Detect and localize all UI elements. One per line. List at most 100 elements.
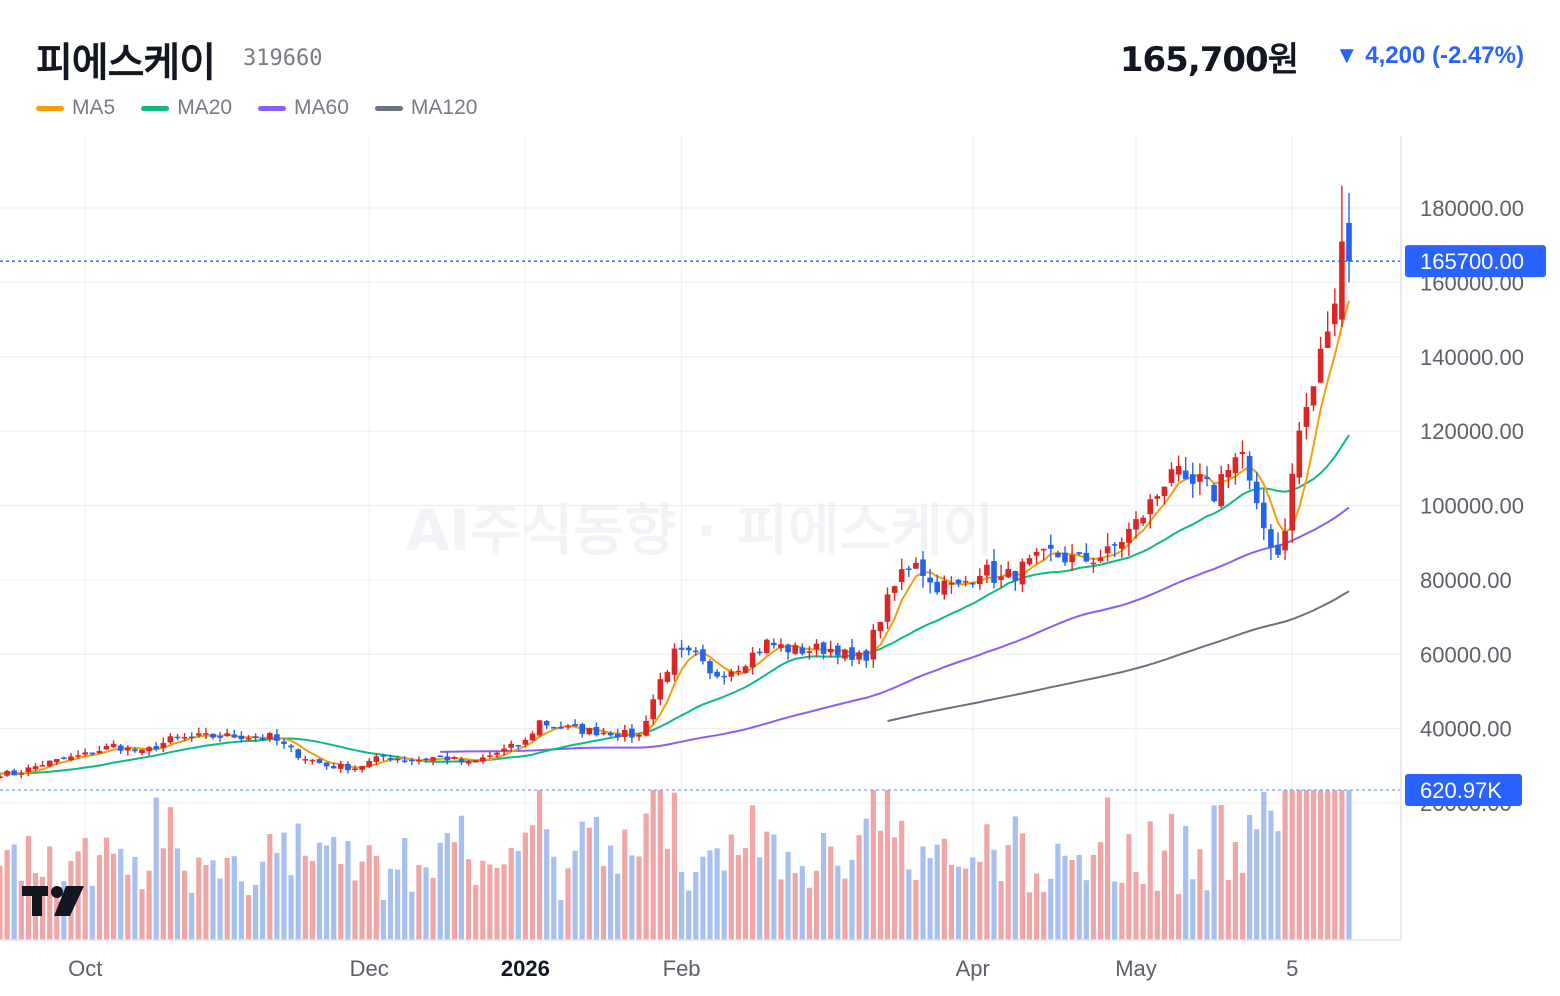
candle-body bbox=[756, 651, 763, 654]
candle bbox=[167, 733, 174, 745]
price-tick-label: 120000.00 bbox=[1420, 419, 1524, 444]
candle-body bbox=[139, 749, 145, 754]
volume-bar bbox=[1126, 834, 1132, 940]
legend-item-ma120[interactable]: MA120 bbox=[374, 96, 478, 120]
volume-bar bbox=[331, 837, 337, 940]
candle bbox=[799, 643, 806, 656]
candle-body bbox=[735, 670, 742, 673]
candle bbox=[1062, 546, 1068, 566]
candle bbox=[1253, 472, 1260, 510]
volume-bar bbox=[558, 900, 564, 940]
price-tick-label: 60000.00 bbox=[1420, 642, 1512, 667]
candle bbox=[1147, 494, 1153, 529]
volume-bar bbox=[1019, 833, 1025, 940]
candle-body bbox=[125, 747, 131, 751]
logo-dot bbox=[51, 886, 63, 898]
volume-bar bbox=[430, 877, 436, 940]
candle-body bbox=[941, 580, 948, 595]
volume-bar bbox=[352, 880, 358, 940]
candle bbox=[962, 576, 969, 587]
candle-body bbox=[586, 728, 593, 735]
candle-body bbox=[501, 748, 507, 752]
volume-bar bbox=[579, 821, 585, 940]
candle bbox=[508, 740, 514, 752]
volume-bar bbox=[1012, 816, 1018, 940]
volume-bar bbox=[537, 790, 543, 940]
candle bbox=[1069, 544, 1075, 572]
volume-bar bbox=[799, 865, 805, 940]
candle bbox=[75, 750, 81, 759]
candle-body bbox=[274, 734, 280, 741]
volume-bar bbox=[4, 849, 10, 940]
candle bbox=[1324, 311, 1331, 349]
legend-item-ma60[interactable]: MA60 bbox=[258, 96, 349, 120]
candle-body bbox=[401, 760, 408, 762]
candle-body bbox=[969, 583, 976, 585]
volume-bar bbox=[387, 868, 394, 940]
candle bbox=[0, 774, 3, 779]
candle-body bbox=[32, 766, 39, 770]
legend-item-ma20[interactable]: MA20 bbox=[141, 96, 232, 120]
candle-body bbox=[309, 759, 316, 762]
candle bbox=[600, 727, 607, 736]
volume-bar bbox=[522, 832, 528, 940]
time-tick-label: 5 bbox=[1286, 956, 1298, 981]
candle bbox=[1055, 550, 1061, 558]
legend-item-ma5[interactable]: MA5 bbox=[36, 96, 115, 120]
volume-bar bbox=[1147, 821, 1153, 940]
candle bbox=[1133, 511, 1139, 539]
candle-body bbox=[1197, 474, 1203, 482]
candle-body bbox=[806, 651, 813, 653]
candle-body bbox=[998, 576, 1004, 580]
candle-body bbox=[54, 759, 60, 763]
volume-bar bbox=[1083, 880, 1089, 940]
candle bbox=[529, 730, 536, 742]
volume-bar bbox=[1275, 831, 1281, 940]
time-tick-label: Oct bbox=[68, 956, 102, 981]
candle bbox=[330, 762, 337, 769]
volume-bar bbox=[437, 842, 443, 940]
volume-bar bbox=[125, 874, 131, 940]
volume-bar bbox=[281, 832, 287, 940]
candle-body bbox=[288, 745, 294, 748]
volume-bar bbox=[89, 885, 95, 940]
candle bbox=[46, 760, 53, 767]
volume-bar bbox=[920, 846, 926, 940]
volume-bar bbox=[153, 797, 159, 940]
candle-body bbox=[82, 752, 88, 755]
legend-label-ma120: MA120 bbox=[410, 96, 478, 119]
candle-body bbox=[863, 650, 869, 661]
candle-body bbox=[1218, 474, 1224, 507]
volume-bar bbox=[671, 792, 678, 940]
candle bbox=[1303, 393, 1310, 440]
candle bbox=[536, 719, 543, 738]
time-tick-label: Feb bbox=[663, 956, 701, 981]
candle-body bbox=[1282, 531, 1288, 551]
volume-bar bbox=[302, 855, 308, 940]
candle-body bbox=[75, 755, 81, 757]
candle-body bbox=[1012, 571, 1019, 581]
candle bbox=[650, 694, 656, 725]
candle-body bbox=[465, 761, 472, 764]
volume-bar bbox=[494, 868, 500, 940]
volume-bar bbox=[792, 873, 798, 940]
candle bbox=[1090, 557, 1097, 574]
candle bbox=[1005, 561, 1011, 579]
volume-bar bbox=[1005, 845, 1011, 940]
candle-body bbox=[117, 745, 124, 751]
volume-bar bbox=[196, 857, 202, 940]
candle bbox=[401, 756, 408, 764]
volume-bar bbox=[1218, 804, 1224, 940]
candle-body bbox=[1026, 558, 1033, 565]
candle bbox=[39, 761, 46, 767]
candle bbox=[472, 759, 479, 763]
volume-bar bbox=[189, 892, 195, 940]
volume-bar bbox=[373, 855, 379, 940]
candle bbox=[906, 565, 912, 578]
candle-body bbox=[89, 752, 96, 755]
candle bbox=[203, 727, 209, 740]
logo-slash bbox=[54, 886, 84, 916]
volume-bar bbox=[650, 790, 656, 940]
candle-body bbox=[927, 577, 933, 583]
